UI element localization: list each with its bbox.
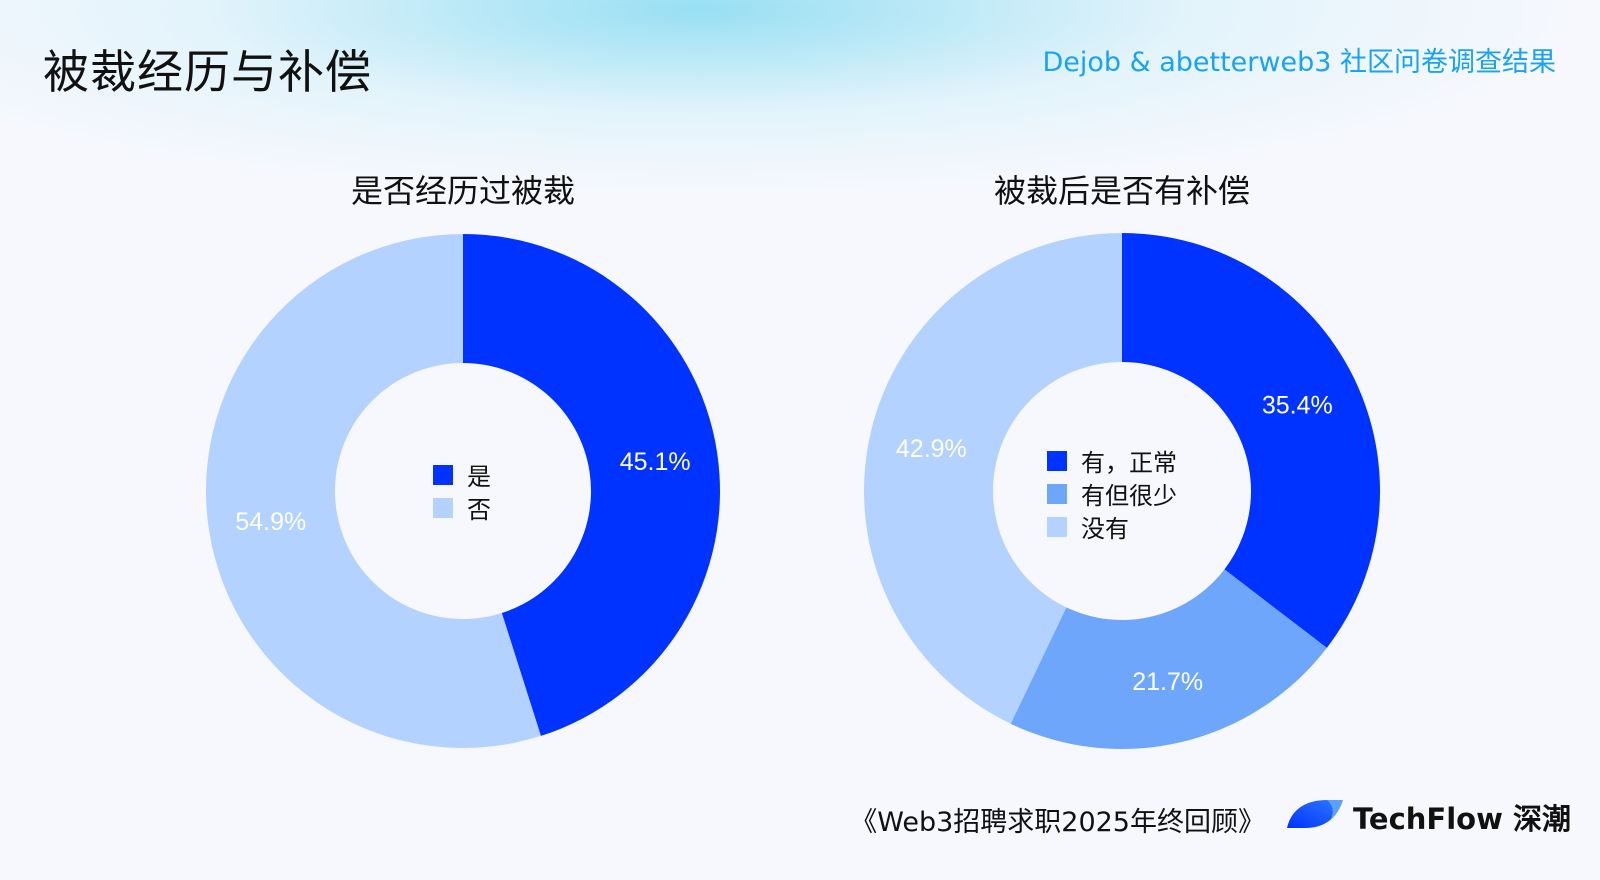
- legend-label: 没有: [1081, 515, 1129, 543]
- page-subtitle: Dejob & abetterweb3 社区问卷调查结果: [1042, 47, 1556, 78]
- chart-title-left: 是否经历过被裁: [350, 172, 575, 210]
- report-title: 《Web3招聘求职2025年终回顾》: [850, 807, 1265, 838]
- legend-item: 有但很少: [1047, 477, 1177, 510]
- donut-slice: [206, 234, 541, 748]
- legend-swatch: [1047, 483, 1067, 504]
- data-label: 45.1%: [620, 448, 691, 476]
- legend-swatch: [1047, 450, 1067, 471]
- legend-item: 没有: [1047, 510, 1177, 543]
- data-label: 42.9%: [896, 435, 967, 463]
- donut-slice: [1010, 569, 1327, 749]
- legend-label: 是: [467, 463, 491, 491]
- data-label: 54.9%: [235, 508, 306, 536]
- brand-name: TechFlow 深潮: [1353, 802, 1571, 836]
- legend-swatch: [433, 464, 453, 485]
- legend-swatch: [1047, 516, 1067, 537]
- legend-label: 有，正常: [1081, 449, 1177, 477]
- techflow-logo-icon: [1287, 800, 1343, 828]
- legend-left: 是否: [433, 458, 491, 524]
- page-title: 被裁经历与补偿: [43, 45, 372, 99]
- legend-item: 是: [433, 458, 491, 491]
- legend-item: 有，正常: [1047, 444, 1177, 477]
- chart-title-right: 被裁后是否有补偿: [993, 172, 1250, 210]
- legend-label: 有但很少: [1081, 482, 1177, 510]
- donut-slice: [863, 233, 1122, 724]
- legend-right: 有，正常有但很少没有: [1047, 444, 1177, 543]
- legend-label: 否: [467, 496, 491, 524]
- donut-slice: [1122, 233, 1380, 648]
- donut-slice: [463, 234, 721, 736]
- data-label: 35.4%: [1262, 391, 1333, 419]
- data-label: 21.7%: [1132, 668, 1203, 696]
- legend-item: 否: [433, 491, 491, 524]
- legend-swatch: [433, 497, 453, 518]
